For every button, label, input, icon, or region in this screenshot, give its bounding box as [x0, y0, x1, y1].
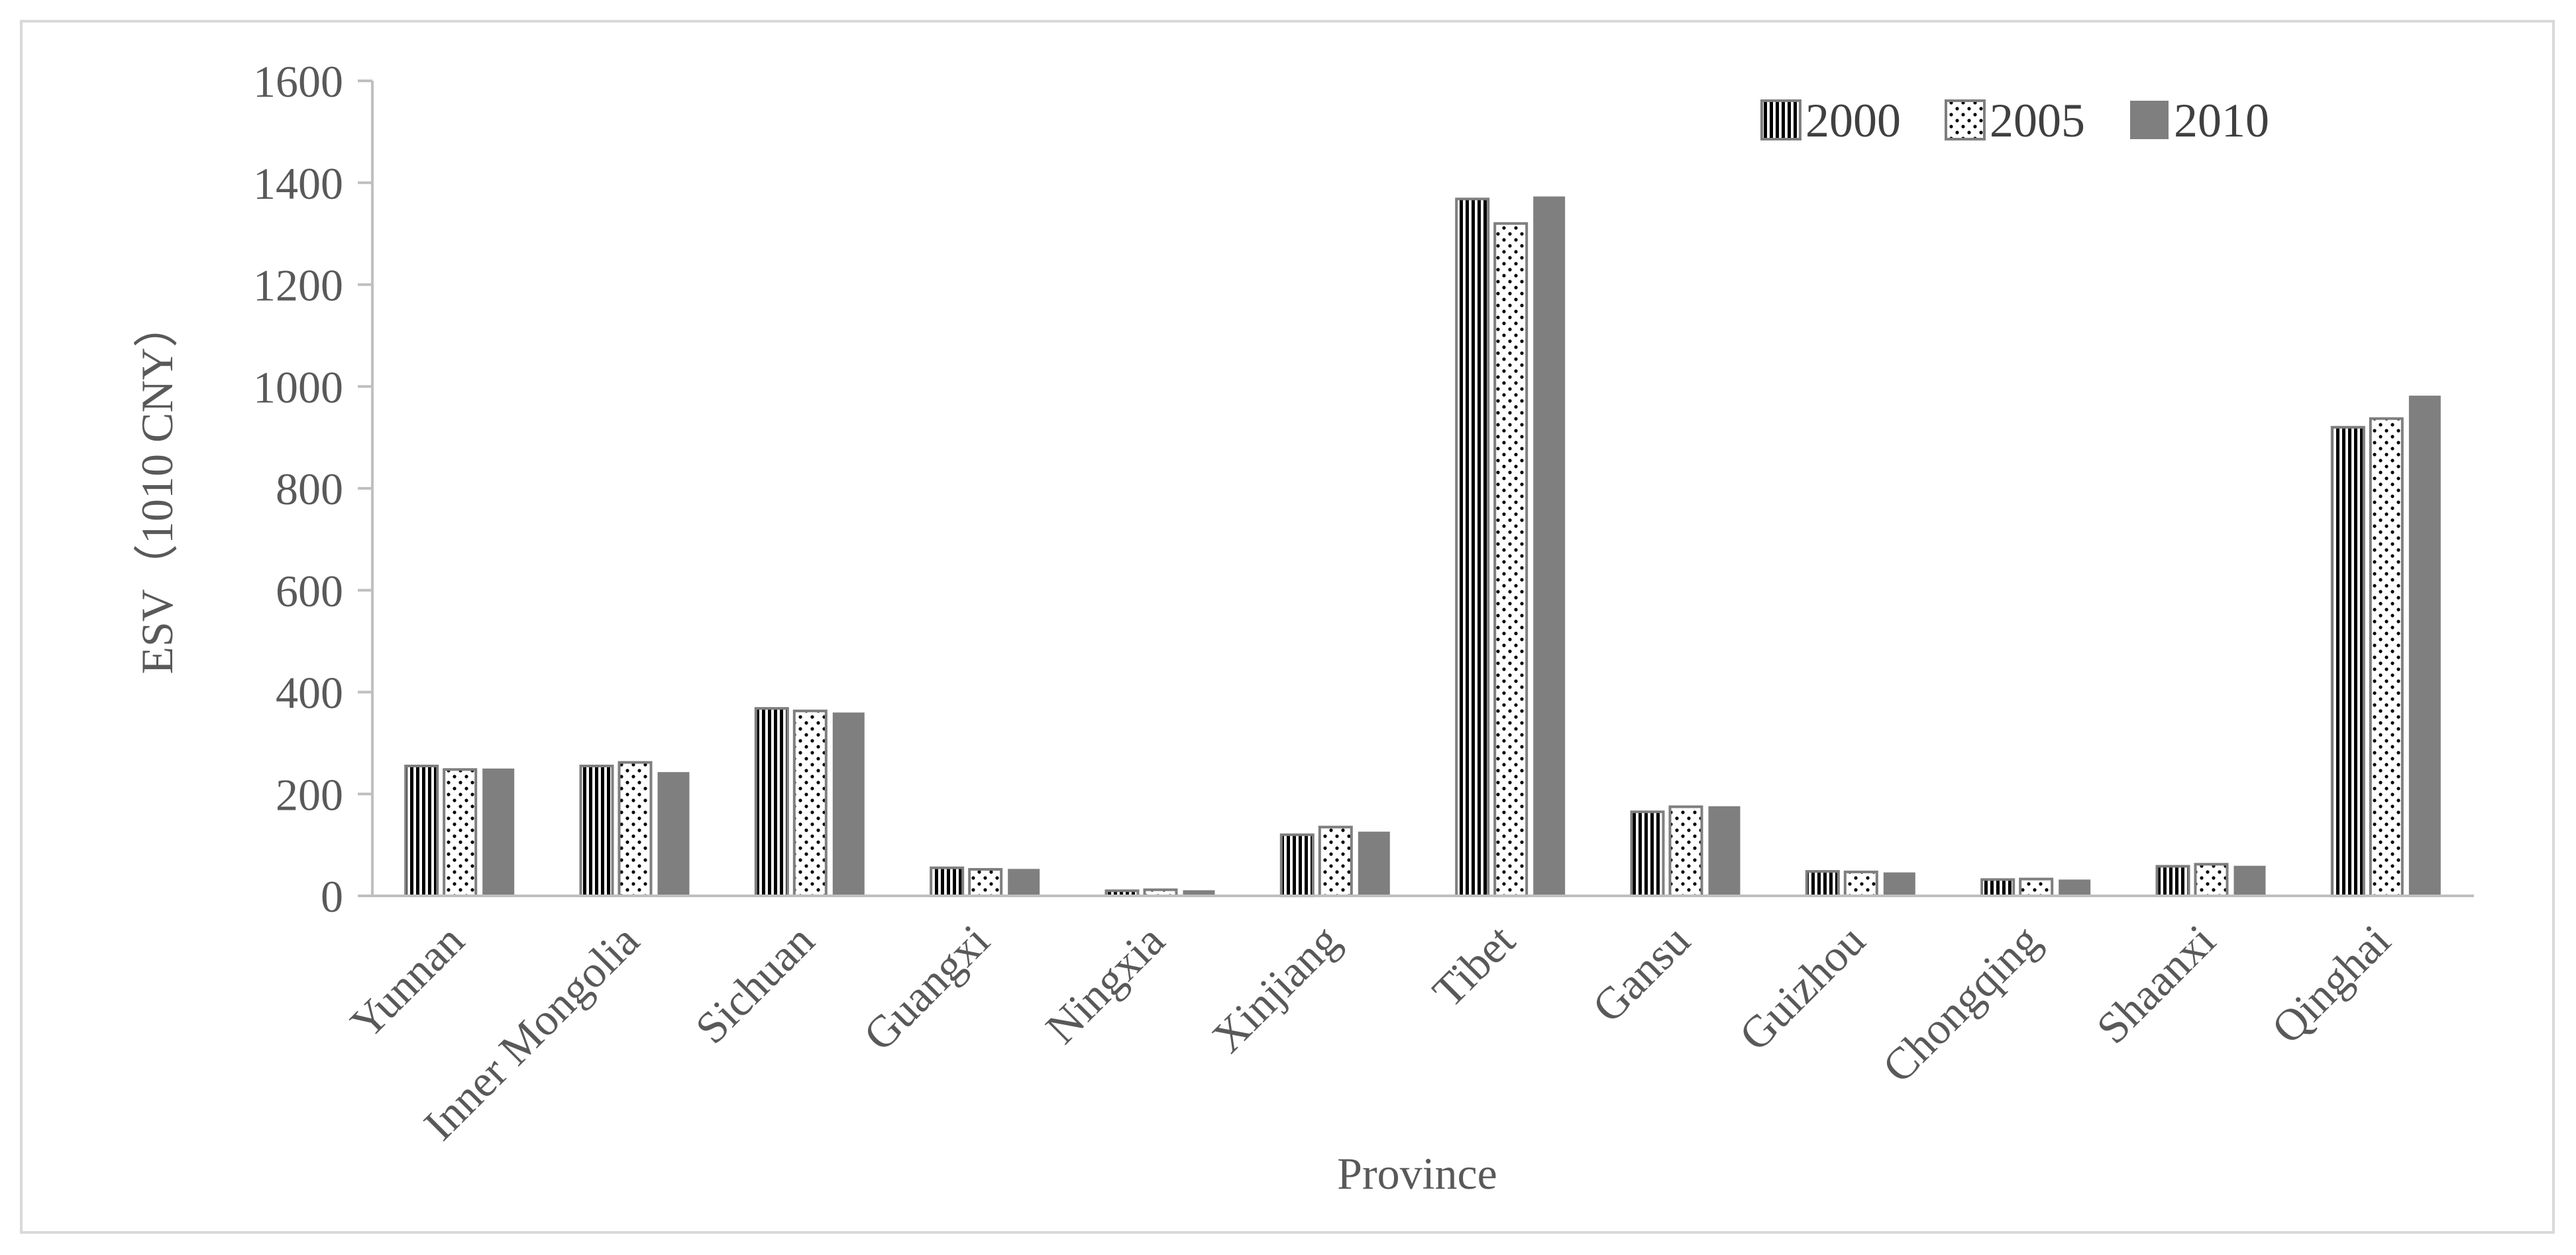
- bars-layer: [404, 196, 2441, 898]
- bar-2005-xinjiang: [1318, 826, 1353, 897]
- bar-2005-guangxi: [968, 868, 1003, 897]
- bar-2005-shaanxi: [2194, 863, 2229, 898]
- legend-label-2005: 2005: [1990, 94, 2085, 147]
- bar-2005-tibet: [1493, 222, 1529, 898]
- bar-2010-sichuan: [832, 712, 865, 897]
- bar-2010-gansu: [1708, 806, 1741, 896]
- y-tick-label: 400: [276, 668, 343, 718]
- bar-2010-guangxi: [1008, 869, 1040, 896]
- bar-2005-inner-mongolia: [617, 761, 653, 897]
- bar-chart: 0 200 400 600 800 1000 1200 1400 1600 YunnanInne…: [132, 56, 2474, 1199]
- bar-2010-ningxia: [1183, 890, 1215, 896]
- legend: 2000 2005 2010: [1760, 94, 2269, 147]
- bar-2005-qinghai: [2369, 417, 2404, 897]
- bar-2005-chongqing: [2019, 877, 2054, 897]
- x-tick-label: Chongqing: [1872, 915, 2049, 1092]
- y-tick-label: 600: [276, 566, 343, 616]
- bar-2000-inner-mongolia: [579, 765, 614, 897]
- bar-2000-guizhou: [1805, 870, 1840, 897]
- bar-2000-gansu: [1630, 810, 1665, 897]
- y-tick-label: 1400: [253, 158, 343, 209]
- y-tick-label: 1000: [253, 362, 343, 412]
- legend-swatch-2010: [2130, 101, 2169, 139]
- x-tick-label: Shaanxi: [2086, 915, 2225, 1054]
- bar-2010-shaanxi: [2233, 865, 2266, 896]
- bar-2010-inner-mongolia: [657, 772, 690, 896]
- y-tick-label: 0: [321, 871, 343, 922]
- bar-2000-sichuan: [754, 707, 789, 897]
- chart-frame: 0 200 400 600 800 1000 1200 1400 1600 Yunnan Inne…: [20, 20, 2555, 1234]
- bar-2000-chongqing: [1980, 878, 2015, 898]
- bar-2005-gansu: [1668, 805, 1703, 897]
- bar-2010-qinghai: [2408, 396, 2441, 896]
- bar-2005-sichuan: [792, 709, 828, 898]
- x-tick-label: Guizhou: [1729, 915, 1874, 1060]
- x-tick-label: Xinjiang: [1202, 915, 1349, 1062]
- legend-swatch-2005: [1945, 99, 1986, 140]
- bar-2000-guangxi: [930, 866, 965, 897]
- legend-label-2000: 2000: [1805, 94, 1901, 147]
- bar-2000-shaanxi: [2155, 865, 2190, 898]
- x-tick-label: Qinghai: [2262, 915, 2400, 1054]
- bar-2000-xinjiang: [1279, 833, 1315, 898]
- y-tick-label: 1200: [253, 260, 343, 311]
- x-tick-label: Tibet: [1422, 915, 1525, 1017]
- y-tick-label: 200: [276, 769, 343, 820]
- x-axis-title: Province: [1337, 1148, 1497, 1199]
- y-tick-label: 800: [276, 464, 343, 514]
- bar-2000-qinghai: [2330, 425, 2365, 898]
- x-tick-label: Ningxia: [1036, 915, 1174, 1054]
- legend-swatch-2000: [1760, 99, 1801, 140]
- bar-2010-xinjiang: [1358, 832, 1390, 896]
- y-axis-title: ESV（1010 CNY）: [132, 302, 182, 674]
- bar-2010-chongqing: [2059, 879, 2091, 896]
- x-tick-label: Gansu: [1582, 915, 1699, 1032]
- y-tick-label: 1600: [253, 56, 343, 107]
- axes-layer: 0 200 400 600 800 1000 1200 1400 1600: [253, 56, 2474, 922]
- bar-2010-yunnan: [482, 768, 515, 896]
- x-tick-label: Yunnan: [341, 915, 474, 1048]
- legend-label-2010: 2010: [2174, 94, 2269, 147]
- bar-2000-yunnan: [404, 765, 439, 897]
- x-tick-label: Sichuan: [686, 915, 824, 1054]
- bar-2000-tibet: [1455, 197, 1490, 897]
- bar-2005-guizhou: [1843, 870, 1878, 898]
- bar-2005-yunnan: [443, 768, 478, 898]
- bar-2010-guizhou: [1883, 872, 1915, 896]
- x-tick-label: Guangxi: [853, 915, 998, 1060]
- bar-2010-tibet: [1533, 196, 1566, 896]
